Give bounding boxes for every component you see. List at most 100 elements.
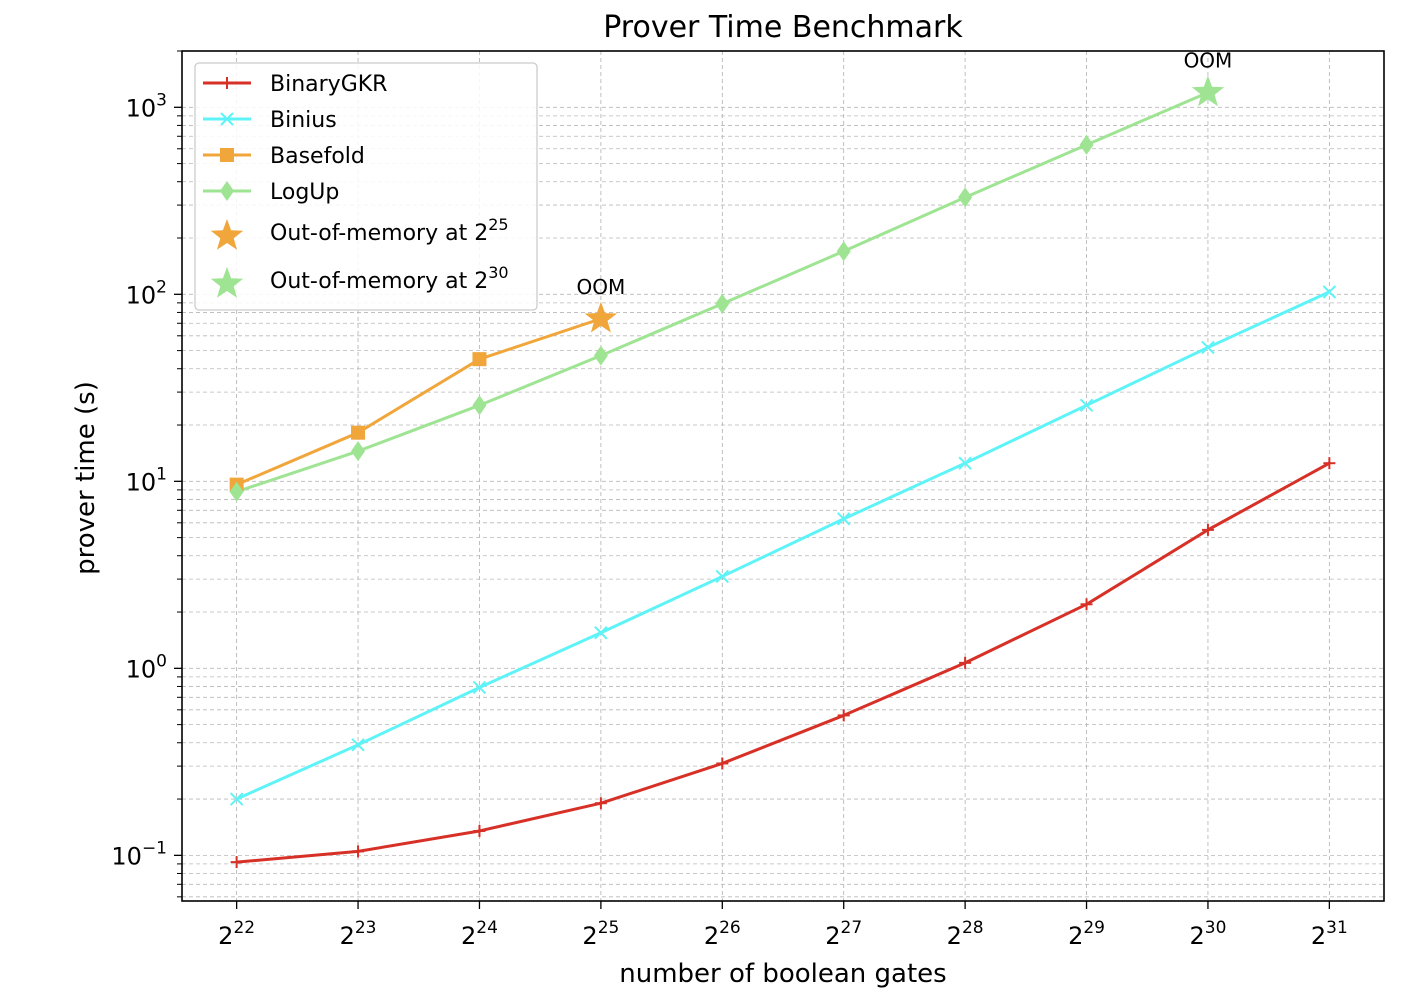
- data-point-binarygkr: [1323, 457, 1336, 470]
- legend-entry-oom: Out-of-memory at 230: [270, 263, 509, 294]
- marker-shape: [1079, 134, 1094, 155]
- legend-entry-oom: Out-of-memory at 225: [270, 215, 509, 246]
- tick-exponent: 30: [1205, 918, 1227, 938]
- legend-oom-exponent: 30: [488, 263, 508, 282]
- tick-exponent: 28: [962, 918, 984, 938]
- data-point-binius: [1322, 285, 1337, 299]
- chart-title: Prover Time Benchmark: [603, 10, 963, 45]
- tick-base: 2: [704, 922, 719, 950]
- marker-shape: [472, 352, 487, 367]
- marker-stroke: [1322, 285, 1337, 299]
- tick-exponent: 3: [156, 90, 167, 110]
- legend-swatch-star: [210, 267, 244, 298]
- tick-base: 2: [218, 922, 233, 950]
- x-axis-label: number of boolean gates: [619, 959, 946, 989]
- legend-entry-logup: LogUp: [270, 180, 339, 205]
- tick-exponent: 31: [1326, 918, 1348, 938]
- tick-exponent: 26: [719, 918, 741, 938]
- data-point-logup: [715, 293, 730, 314]
- data-point-logup: [472, 395, 487, 416]
- data-point-logup: [229, 481, 244, 502]
- oom-connector: [478, 317, 602, 361]
- tick-base: 10: [126, 655, 157, 683]
- x-ticks: 222 223 224 225 226 227 228 229 230 231: [218, 901, 1348, 950]
- legend-oom-exponent: 25: [488, 215, 508, 234]
- data-point-binarygkr: [837, 709, 850, 722]
- data-point-binius: [958, 456, 972, 470]
- tick-exponent: 0: [156, 651, 167, 671]
- tick-exponent: 22: [233, 918, 255, 938]
- marker-shape: [220, 181, 234, 201]
- marker-shape: [351, 441, 366, 462]
- marker-stroke: [351, 738, 365, 752]
- legend-swatch-marker: [220, 181, 234, 201]
- marker-stroke: [1079, 398, 1094, 413]
- legend-swatch-marker: [221, 77, 233, 89]
- marker-shape: [958, 187, 973, 208]
- x-tick-label: 223: [340, 918, 377, 950]
- x-tick-label: 227: [825, 918, 862, 950]
- data-point-binarygkr: [594, 797, 607, 810]
- marker-shape: [584, 301, 617, 333]
- data-point-binarygkr: [1201, 523, 1214, 536]
- marker-stroke: [1201, 340, 1215, 355]
- tick-exponent: 1: [156, 464, 167, 484]
- tick-exponent: 27: [841, 918, 863, 938]
- marker-shape: [715, 293, 730, 314]
- data-point-binius: [472, 680, 487, 695]
- marker-stroke: [594, 626, 608, 640]
- marker-shape: [210, 267, 244, 298]
- tick-base: 2: [825, 922, 840, 950]
- y-tick-label: 10−1: [111, 838, 167, 870]
- legend-oom-text: Out-of-memory at 2: [270, 221, 488, 246]
- series-line-binius: [236, 290, 1330, 801]
- tick-base: 10: [126, 468, 157, 496]
- oom-star-marker: [584, 301, 617, 333]
- x-tick-label: 222: [218, 918, 255, 950]
- marker-shape: [351, 425, 366, 440]
- series-line-binarygkr: [236, 461, 1331, 864]
- data-point-binius: [1079, 398, 1094, 413]
- legend-entry-binius: Binius: [270, 108, 337, 133]
- tick-base: 2: [947, 922, 962, 950]
- data-point-binius: [594, 626, 608, 640]
- data-point-binius: [836, 512, 851, 526]
- data-point-basefold: [472, 352, 487, 367]
- data-point-basefold: [351, 425, 366, 440]
- oom-label: OOM: [577, 275, 626, 299]
- marker-shape: [220, 148, 234, 162]
- tick-base: 2: [582, 922, 597, 950]
- data-point-binarygkr: [352, 845, 365, 858]
- marker-stroke: [220, 112, 234, 126]
- data-point-binius: [351, 738, 365, 752]
- data-point-logup: [593, 345, 608, 366]
- data-point-binarygkr: [1080, 598, 1093, 611]
- oom-connector: [1085, 91, 1209, 147]
- data-point-binius: [715, 569, 730, 584]
- marker-shape: [210, 219, 244, 250]
- annotations: OOM OOM: [577, 48, 1233, 298]
- marker-stroke: [472, 680, 487, 695]
- x-tick-label: 225: [582, 918, 619, 950]
- y-tick-label: 102: [126, 277, 167, 309]
- tick-exponent: 25: [598, 918, 620, 938]
- marker-stroke: [958, 456, 972, 470]
- x-tick-label: 229: [1068, 918, 1105, 950]
- tick-base: 2: [461, 922, 476, 950]
- tick-base: 2: [1189, 922, 1204, 950]
- x-tick-label: 228: [947, 918, 984, 950]
- legend-swatch-star: [210, 219, 244, 250]
- tick-base: 10: [126, 94, 157, 122]
- tick-exponent: 24: [476, 918, 498, 938]
- legend-oom-text: Out-of-memory at 2: [270, 269, 488, 294]
- y-tick-label: 100: [126, 651, 167, 683]
- tick-exponent: 23: [355, 918, 377, 938]
- x-tick-label: 226: [704, 918, 741, 950]
- marker-shape: [1191, 75, 1225, 107]
- data-point-binarygkr: [959, 656, 972, 669]
- legend: BinaryGKR Binius Basefold LogUp Out-of-memor…: [194, 62, 538, 311]
- x-tick-label: 230: [1189, 918, 1226, 950]
- tick-base: 10: [111, 842, 142, 870]
- oom-star-marker: [1191, 75, 1225, 107]
